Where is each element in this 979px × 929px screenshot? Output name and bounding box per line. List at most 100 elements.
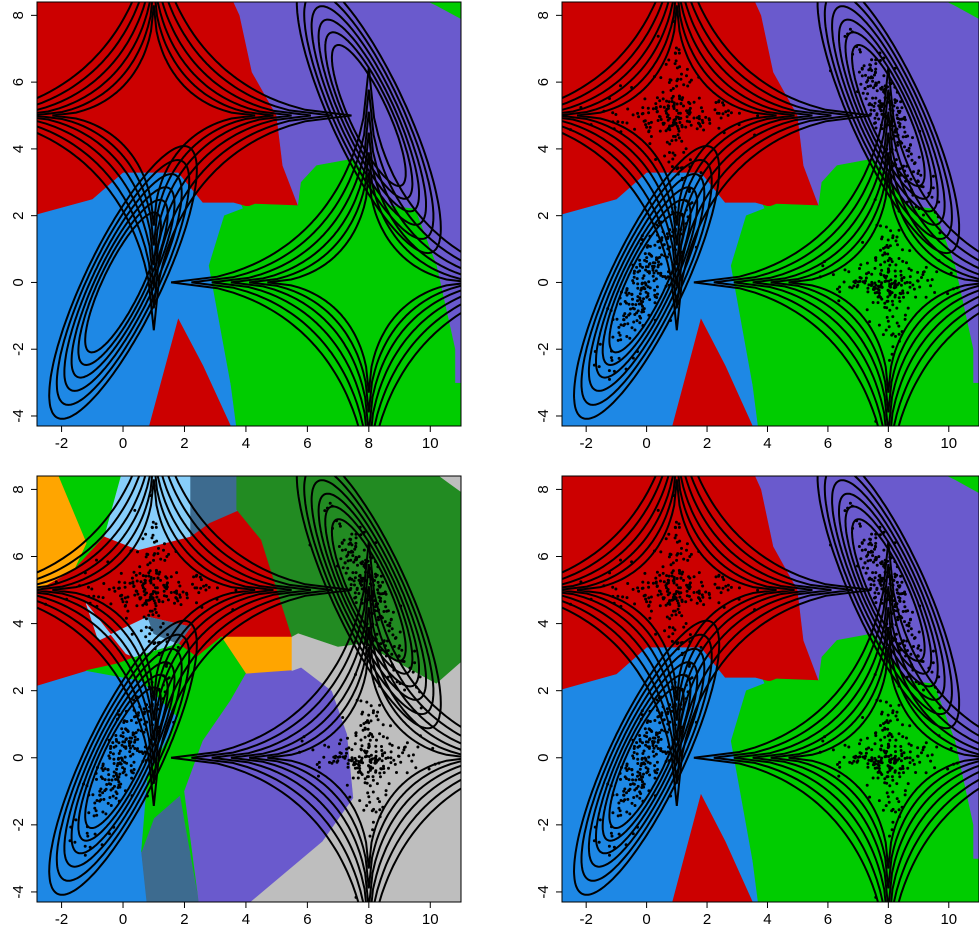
data-point <box>737 597 741 601</box>
data-point <box>908 285 912 289</box>
data-point <box>680 176 684 180</box>
data-point <box>847 270 851 274</box>
data-point <box>680 651 684 655</box>
data-point <box>392 758 396 762</box>
data-point <box>126 595 130 599</box>
data-point <box>611 120 615 124</box>
data-point <box>666 722 670 726</box>
data-point <box>369 625 373 629</box>
x-tick-label: 8 <box>884 911 892 928</box>
data-point <box>901 291 905 295</box>
data-point <box>131 744 135 748</box>
data-point <box>88 601 92 605</box>
data-point <box>874 67 878 71</box>
data-point <box>842 755 846 759</box>
data-point <box>935 745 939 749</box>
data-point <box>737 111 741 115</box>
data-point <box>653 769 657 773</box>
data-point <box>903 169 907 173</box>
contour-line <box>295 476 442 730</box>
data-point <box>837 774 841 778</box>
data-point <box>96 766 99 769</box>
contour-line <box>572 144 721 420</box>
data-point <box>116 717 119 721</box>
data-point <box>906 154 910 158</box>
data-point <box>151 520 155 524</box>
data-point <box>898 775 902 779</box>
data-point <box>351 554 355 558</box>
data-point <box>606 782 610 786</box>
data-point <box>383 600 387 604</box>
data-point <box>383 620 387 624</box>
data-point <box>363 566 367 570</box>
data-point <box>872 109 876 112</box>
contour-line <box>37 476 274 721</box>
data-point <box>891 164 894 168</box>
data-point <box>343 561 347 565</box>
data-point <box>374 560 377 564</box>
data-point <box>638 321 642 325</box>
data-point <box>679 552 683 556</box>
x-tick-label: 10 <box>422 911 439 928</box>
data-point <box>889 168 893 172</box>
data-point <box>632 307 636 311</box>
data-point <box>395 680 399 684</box>
data-point <box>724 584 728 588</box>
data-point <box>143 581 147 585</box>
data-point <box>157 687 161 691</box>
data-point <box>870 543 874 547</box>
data-point <box>146 563 150 567</box>
data-point <box>109 602 113 606</box>
data-point <box>927 666 931 670</box>
data-point <box>111 786 115 790</box>
data-point <box>44 602 48 606</box>
data-point <box>178 584 182 588</box>
data-point <box>909 743 913 747</box>
data-point <box>905 149 909 152</box>
data-point <box>355 698 359 702</box>
contour-line <box>733 586 979 902</box>
data-point <box>82 782 85 786</box>
data-point <box>644 123 648 127</box>
data-point <box>902 125 906 129</box>
data-point <box>913 161 917 165</box>
data-point <box>390 652 394 656</box>
data-point <box>897 296 901 300</box>
data-point <box>756 588 760 592</box>
data-point <box>93 806 97 810</box>
data-point <box>643 571 647 575</box>
data-point <box>882 56 886 60</box>
contour-line <box>55 158 191 406</box>
data-point <box>391 610 395 614</box>
x-tick-label: 6 <box>303 911 311 928</box>
data-point <box>895 710 899 714</box>
data-point <box>885 775 889 779</box>
data-point <box>174 550 178 553</box>
data-point <box>124 728 128 731</box>
data-point <box>655 570 659 574</box>
data-point <box>848 285 852 289</box>
data-point <box>668 625 671 629</box>
data-point <box>632 281 636 285</box>
contour-line <box>770 626 979 889</box>
data-point <box>880 235 884 239</box>
data-point <box>886 598 890 602</box>
data-point <box>150 702 154 706</box>
data-point <box>166 598 170 602</box>
data-point <box>901 117 905 121</box>
data-point <box>93 832 97 836</box>
data-point <box>609 309 613 312</box>
data-point <box>87 811 91 815</box>
data-point <box>676 172 680 176</box>
data-point <box>323 509 327 513</box>
data-point <box>891 778 895 782</box>
data-point <box>722 103 726 107</box>
data-point <box>897 228 901 232</box>
data-point <box>880 105 884 109</box>
data-point <box>917 630 921 634</box>
data-point <box>919 173 923 177</box>
data-point <box>880 297 884 301</box>
data-point <box>885 274 889 278</box>
data-point <box>427 767 431 771</box>
data-point <box>860 541 864 545</box>
